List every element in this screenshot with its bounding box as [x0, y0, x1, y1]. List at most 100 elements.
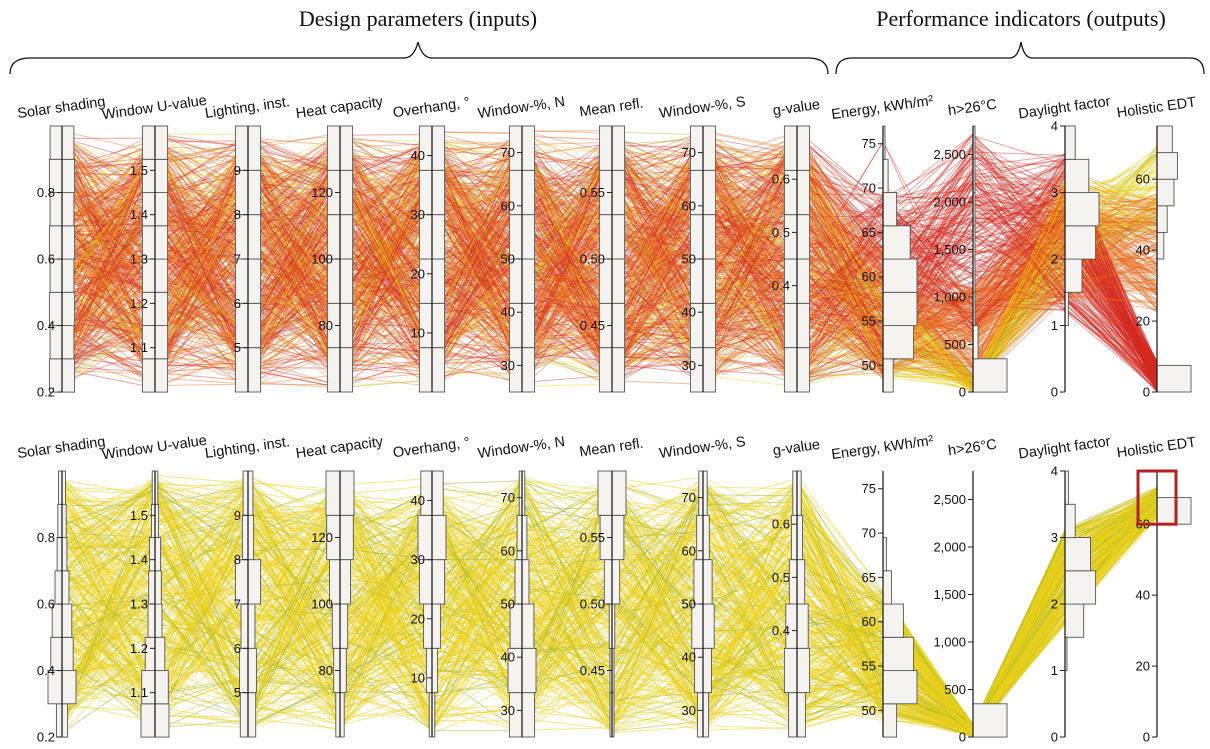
axis-label: Energy, kWh/m²: [830, 93, 934, 123]
tick-label: 0.2: [37, 385, 55, 400]
histogram-bar: [56, 537, 63, 572]
axis-label: Solar shading: [16, 434, 106, 462]
histogram-bar: [882, 158, 889, 194]
histogram-bar: [154, 125, 169, 160]
histogram-bar: [796, 603, 809, 649]
histogram-bar: [242, 470, 249, 516]
tick-label: 1,000: [933, 290, 966, 305]
tick-label: 1,500: [933, 242, 966, 257]
histogram-bar: [1064, 537, 1091, 572]
tick-label: 80: [319, 318, 333, 333]
tick-label: 0.4: [772, 278, 790, 293]
tick-label: 8: [234, 552, 241, 567]
histogram-bar: [796, 559, 806, 605]
histogram-bar: [431, 169, 446, 216]
tick-label: 0.45: [580, 318, 605, 333]
histogram-bar: [326, 125, 341, 171]
axis-10[interactable]: 0 500 1,000 1,500 2,000 2,500 h>26°C: [933, 437, 1008, 745]
histogram-bar: [154, 670, 169, 705]
tick-label: 40: [501, 305, 515, 320]
histogram-bar: [154, 636, 166, 672]
tick-label: 55: [862, 659, 876, 674]
tick-label: 2,000: [933, 195, 966, 210]
histogram-bar: [796, 347, 811, 393]
histogram-bar: [49, 125, 63, 160]
histogram-bar: [521, 125, 536, 171]
tick-label: 50: [501, 597, 515, 612]
histogram-bar: [54, 570, 63, 605]
tick-label: 0: [1051, 385, 1058, 400]
tick-label: 5: [234, 685, 241, 700]
axis-9[interactable]: 50 55 60 65 70 75 Energy, kWh/m²: [830, 93, 935, 393]
axis-label: h>26°C: [947, 437, 998, 460]
histogram-bar: [882, 291, 918, 327]
tick-label: 3: [1051, 185, 1058, 200]
histogram-bar: [796, 258, 811, 304]
histogram-bar: [339, 169, 354, 216]
tick-label: 0.4: [37, 663, 55, 678]
axis-5[interactable]: 30 40 50 60 70 Window-%, N: [477, 94, 566, 393]
tick-label: 7: [234, 597, 241, 612]
histogram-bar: [154, 192, 169, 227]
histogram-bar: [521, 603, 535, 649]
histogram-bar: [154, 158, 169, 194]
axis-3[interactable]: 80 100 120 Heat capacity: [295, 434, 385, 738]
tick-label: 0.2: [37, 730, 55, 745]
axis-4[interactable]: 10 20 30 40 Overhang, °: [392, 95, 471, 393]
histogram-bar: [61, 291, 76, 327]
tick-label: 80: [319, 663, 333, 678]
tick-label: 0.6: [37, 252, 55, 267]
axis-label: Window-%, S: [658, 434, 746, 462]
axis-8[interactable]: 0.4 0.5 0.6 g-value: [772, 97, 821, 393]
histogram-bar: [431, 470, 444, 516]
histogram-bar: [55, 703, 63, 738]
histogram-bar: [702, 347, 717, 393]
histogram-bar: [140, 703, 156, 738]
tick-label: 0.8: [37, 185, 55, 200]
axis-4[interactable]: 10 20 30 40 Overhang, °: [392, 435, 471, 738]
tick-label: 0: [1143, 385, 1150, 400]
tick-label: 500: [944, 682, 966, 697]
histogram-bar: [339, 214, 354, 260]
histogram-bar: [1156, 152, 1178, 180]
axis-label: Mean refl.: [578, 96, 644, 121]
tick-label: 2,000: [933, 540, 966, 555]
tick-label: 1.3: [130, 597, 148, 612]
brush-selection[interactable]: [1136, 469, 1178, 526]
histogram-bar: [514, 559, 523, 605]
axis-label: Window U-value: [101, 93, 208, 124]
histogram-bar: [431, 647, 439, 694]
axis-0[interactable]: 0.2 0.4 0.6 0.8 Solar shading: [16, 434, 106, 745]
histogram-bar: [882, 670, 918, 705]
axis-label: h>26°C: [947, 97, 998, 120]
histogram-bar: [247, 347, 262, 393]
tick-label: 30: [682, 358, 696, 373]
tick-label: 2: [1051, 597, 1058, 612]
axis-label: Solar shading: [16, 94, 106, 122]
histogram-bar: [516, 514, 523, 561]
axis-6[interactable]: 0.45 0.50 0.55 Mean refl.: [578, 96, 644, 393]
histogram-bar: [425, 647, 433, 694]
tick-label: 100: [311, 252, 333, 267]
histogram-bar: [882, 192, 898, 227]
histogram-bar: [431, 302, 446, 349]
histogram-bar: [1156, 231, 1165, 260]
tick-label: 0: [1143, 730, 1150, 745]
histogram-bar: [247, 514, 255, 561]
tick-label: 1.4: [130, 552, 148, 567]
tick-label: 55: [862, 314, 876, 329]
axis-10[interactable]: 0 500 1,000 1,500 2,000 2,500 h>26°C: [933, 97, 1008, 400]
tick-label: 1,000: [933, 635, 966, 650]
histogram-bar: [154, 258, 169, 293]
axis-8[interactable]: 0.4 0.5 0.6 g-value: [772, 437, 821, 738]
histogram-bar: [521, 258, 536, 304]
histogram-bar: [247, 647, 257, 694]
axis-label: Heat capacity: [295, 434, 385, 462]
outputs-header: Performance indicators (outputs): [876, 6, 1166, 31]
tick-label: 2,500: [933, 147, 966, 162]
tick-label: 70: [682, 490, 696, 505]
tick-label: 10: [411, 670, 425, 685]
